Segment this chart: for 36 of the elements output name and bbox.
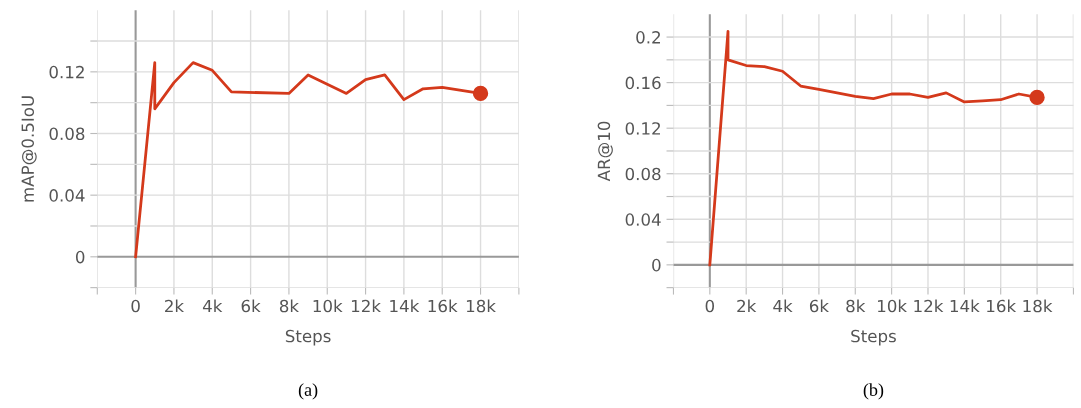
x-tick-label: 0 — [131, 299, 140, 313]
y-tick-label: 0 — [75, 250, 85, 264]
y-tick-label: 0.16 — [625, 76, 661, 90]
x-tick-label: 2k — [737, 299, 757, 313]
x-tick-label: 0 — [705, 299, 715, 313]
x-tick-label: 16k — [987, 299, 1017, 313]
x-tick-label: 4k — [773, 299, 793, 313]
x-tick-label: 18k — [466, 299, 496, 313]
x-tick-label: 2k — [165, 299, 185, 313]
x-tick-label: 10k — [878, 299, 908, 313]
y-tick-label: 0.2 — [636, 31, 660, 44]
y-tick-label: 0.04 — [625, 213, 661, 226]
x-axis-title: Steps — [851, 329, 896, 346]
x-tick-label: 8k — [846, 299, 866, 313]
text: (b) — [863, 383, 884, 400]
x-tick-label: 10k — [313, 299, 343, 313]
x-tick-label: 8k — [279, 299, 299, 313]
x-axis-title: Steps — [285, 329, 331, 346]
y-tick-label: 0.08 — [49, 127, 85, 141]
x-tick-label: 14k — [950, 299, 980, 313]
y-tick-label: 0.12 — [625, 122, 660, 135]
x-tick-label: 12k — [351, 299, 381, 313]
x-tick-label: 18k — [1023, 299, 1053, 313]
x-tick-label: 6k — [241, 299, 261, 313]
text: (a) — [298, 383, 318, 400]
y-tick-label: 0.08 — [625, 167, 661, 181]
x-tick-label: 12k — [914, 299, 944, 313]
x-tick-label: 14k — [390, 299, 420, 313]
x-tick-label: 16k — [428, 299, 458, 313]
x-tick-label: 4k — [202, 299, 223, 313]
y-tick-label: 0.12 — [49, 65, 84, 79]
y-axis-title: AR@10 — [597, 121, 613, 182]
y-tick-label: 0.04 — [49, 189, 85, 202]
y-tick-label: 0 — [652, 258, 661, 272]
x-tick-label: 6k — [809, 299, 829, 313]
y-axis-title: mAP@0.5IoU — [21, 96, 37, 202]
